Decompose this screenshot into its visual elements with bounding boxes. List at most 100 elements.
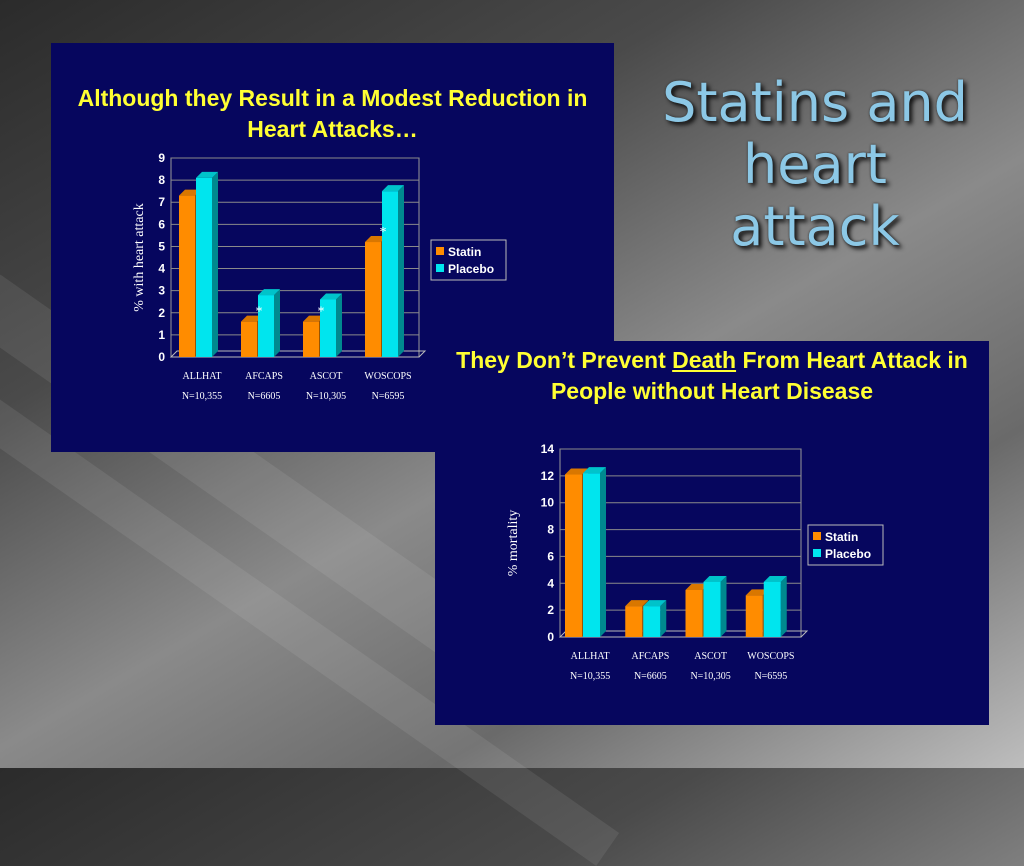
y-tick-label: 4 [158,262,165,276]
y-tick-label: 4 [547,576,554,590]
bar-chart-heart-attacks: 0 1 2 3 4 5 6 7 8 9 % with heart attack ALLHAT N=10,… [132,151,507,402]
legend-entry: Placebo [825,547,871,561]
bar-top [258,289,280,296]
bar-top [565,468,588,475]
legend-swatch [436,247,444,255]
bar-top [583,467,606,474]
x-tick-label: WOSCOPS [747,651,794,662]
y-tick-label: 0 [547,630,554,644]
bar-top [625,600,649,607]
bar-side [780,575,787,637]
bar-placebo [320,299,336,357]
x-tick-label: ALLHAT [183,371,222,382]
bar-top [241,315,263,322]
bar-placebo [196,177,212,357]
x-subcategory-label: N=6605 [634,671,667,682]
bar-side [398,185,404,357]
x-subcategory-label: N=10,305 [690,671,730,682]
y-tick-label: 12 [541,469,555,483]
legend-entry: Statin [825,530,858,544]
x-subcategory-label: N=10,305 [306,391,346,402]
bar-top [196,171,218,178]
bar-top [763,575,787,582]
bar-top [179,189,201,196]
x-tick-label: ALLHAT [571,651,610,662]
title-part-underlined: Death [672,347,737,373]
chart-panel-heart-attacks: Although they Result in a Modest Reducti… [51,43,614,452]
bar-statin [179,195,195,357]
legend-entry: Placebo [448,262,494,276]
significance-marker: * [318,305,325,320]
bar-side [660,600,667,637]
y-tick-label: 6 [158,217,165,231]
y-tick-label: 1 [158,328,165,342]
bar-top [382,185,404,192]
chart-panel-mortality: They Don’t Prevent Death From Heart Atta… [435,341,989,725]
x-tick-label: ASCOT [310,371,343,382]
x-subcategory-label: N=10,355 [182,391,222,402]
bar-side [600,467,606,637]
bar-top [320,293,342,300]
y-tick-label: 0 [158,350,165,364]
x-tick-label: AFCAPS [631,651,669,662]
bar-placebo [763,581,781,637]
bar-top [643,600,667,607]
bar-statin [365,242,381,357]
y-tick-label: 5 [158,239,165,253]
bar-side [212,171,218,357]
y-tick-label: 14 [541,442,555,456]
bar-statin [625,606,643,637]
bar-top [703,575,727,582]
legend-box [807,524,884,566]
y-tick-label: 2 [158,306,165,320]
bar-top [303,315,325,322]
legend-swatch [813,532,821,540]
bar-chart-mortality: 0 2 4 6 8 10 12 14 % mortality ALLHAT N=10,355 AFCA… [506,442,884,682]
bar-top [685,584,709,590]
bar-placebo [382,191,398,357]
bar-top [745,589,769,596]
y-axis-label: % with heart attack [132,203,147,311]
bar-statin [565,474,582,637]
legend-entry: Statin [448,245,481,259]
y-tick-label: 6 [547,549,554,563]
bar-placebo [258,295,274,357]
bar-statin [303,321,319,357]
chart-title: They Don’t Prevent Death From Heart Atta… [435,345,989,407]
x-subcategory-label: N=6595 [372,391,405,402]
y-tick-label: 8 [547,523,554,537]
bar-side [720,575,727,637]
bar-placebo [703,581,721,637]
x-tick-label: WOSCOPS [364,371,411,382]
bar-top [365,236,387,243]
bar-placebo [583,473,600,637]
bar-side [274,289,280,357]
x-subcategory-label: N=6605 [248,391,281,402]
y-tick-label: 3 [158,284,165,298]
slide-title: Statins and heart attack [662,71,968,258]
bar-placebo [643,606,661,637]
plot-floor [169,350,427,358]
x-tick-label: ASCOT [694,651,727,662]
title-part: From Heart Attack in People without Hear… [550,347,968,404]
y-tick-label: 9 [158,151,165,165]
y-tick-label: 2 [547,603,554,617]
x-tick-label: AFCAPS [245,371,283,382]
y-axis-label: % mortality [506,510,521,577]
bar-side [336,293,342,357]
y-tick-label: 10 [541,496,555,510]
legend-swatch [813,549,821,557]
bar-statin [745,595,763,637]
legend-swatch [436,264,444,272]
title-part: They Don’t Prevent [456,347,673,373]
chart-title: Although they Result in a Modest Reducti… [77,85,588,142]
significance-marker: * [380,225,387,240]
y-tick-label: 8 [158,173,165,187]
x-subcategory-label: N=6595 [754,671,787,682]
bar-statin [241,321,257,357]
bar-statin [685,590,703,637]
legend-box [430,239,507,281]
significance-marker: * [256,305,263,320]
y-tick-label: 7 [158,195,165,209]
x-subcategory-label: N=10,355 [570,671,610,682]
